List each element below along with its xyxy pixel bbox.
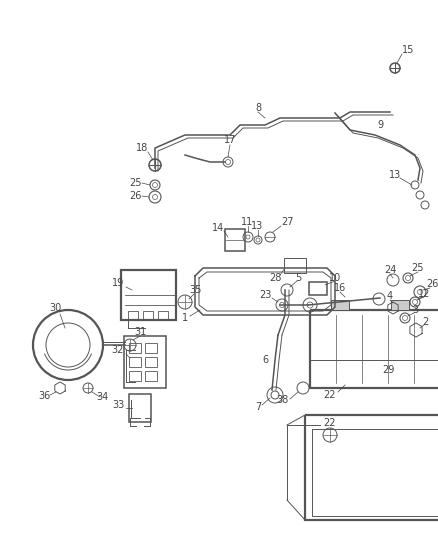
Bar	[129, 343, 141, 353]
Text: 7: 7	[255, 402, 261, 412]
Bar	[129, 394, 151, 422]
Text: 9: 9	[377, 120, 383, 130]
Bar	[129, 357, 141, 367]
Text: 32: 32	[112, 345, 124, 355]
Bar	[331, 300, 349, 310]
Bar	[145, 371, 157, 381]
Text: 1: 1	[182, 313, 188, 323]
Bar	[310, 310, 438, 388]
Text: 2: 2	[422, 317, 428, 327]
Text: 35: 35	[189, 285, 201, 295]
Bar	[120, 270, 176, 320]
Bar	[145, 357, 157, 367]
Bar	[391, 300, 409, 310]
Text: 8: 8	[255, 103, 261, 113]
Text: 19: 19	[112, 278, 124, 288]
Text: 24: 24	[384, 265, 396, 275]
Text: 22: 22	[324, 390, 336, 400]
Text: 23: 23	[259, 290, 271, 300]
Text: 31: 31	[134, 327, 146, 337]
Text: 26: 26	[129, 191, 141, 201]
Text: 28: 28	[269, 273, 281, 283]
Text: 4: 4	[387, 291, 393, 301]
Text: 16: 16	[334, 283, 346, 293]
Text: 29: 29	[382, 365, 394, 375]
Bar	[225, 229, 245, 251]
Text: 6: 6	[262, 355, 268, 365]
Text: 10: 10	[329, 273, 341, 283]
Text: 26: 26	[426, 279, 438, 289]
Text: 27: 27	[281, 217, 293, 227]
Text: 11: 11	[241, 217, 253, 227]
Bar	[128, 311, 138, 319]
Text: 30: 30	[49, 303, 61, 313]
Text: 38: 38	[276, 395, 288, 405]
Bar	[129, 371, 141, 381]
Bar	[158, 311, 168, 319]
Text: 3: 3	[412, 305, 418, 315]
Text: 13: 13	[251, 221, 263, 231]
Bar	[312, 429, 438, 515]
Text: 36: 36	[38, 391, 50, 401]
Bar	[284, 257, 306, 272]
Bar	[143, 311, 153, 319]
Text: 34: 34	[96, 392, 108, 402]
Text: 13: 13	[389, 170, 401, 180]
Bar	[145, 343, 157, 353]
Text: 14: 14	[212, 223, 224, 233]
Text: 17: 17	[224, 135, 236, 145]
Text: 25: 25	[412, 263, 424, 273]
Bar	[304, 415, 438, 520]
Text: 5: 5	[295, 273, 301, 283]
Text: 33: 33	[112, 400, 124, 410]
Text: 18: 18	[136, 143, 148, 153]
Text: 15: 15	[402, 45, 414, 55]
Bar	[309, 281, 327, 295]
Text: 25: 25	[129, 178, 141, 188]
Text: 22: 22	[324, 418, 336, 428]
Bar	[124, 336, 166, 388]
Text: 12: 12	[418, 289, 430, 299]
